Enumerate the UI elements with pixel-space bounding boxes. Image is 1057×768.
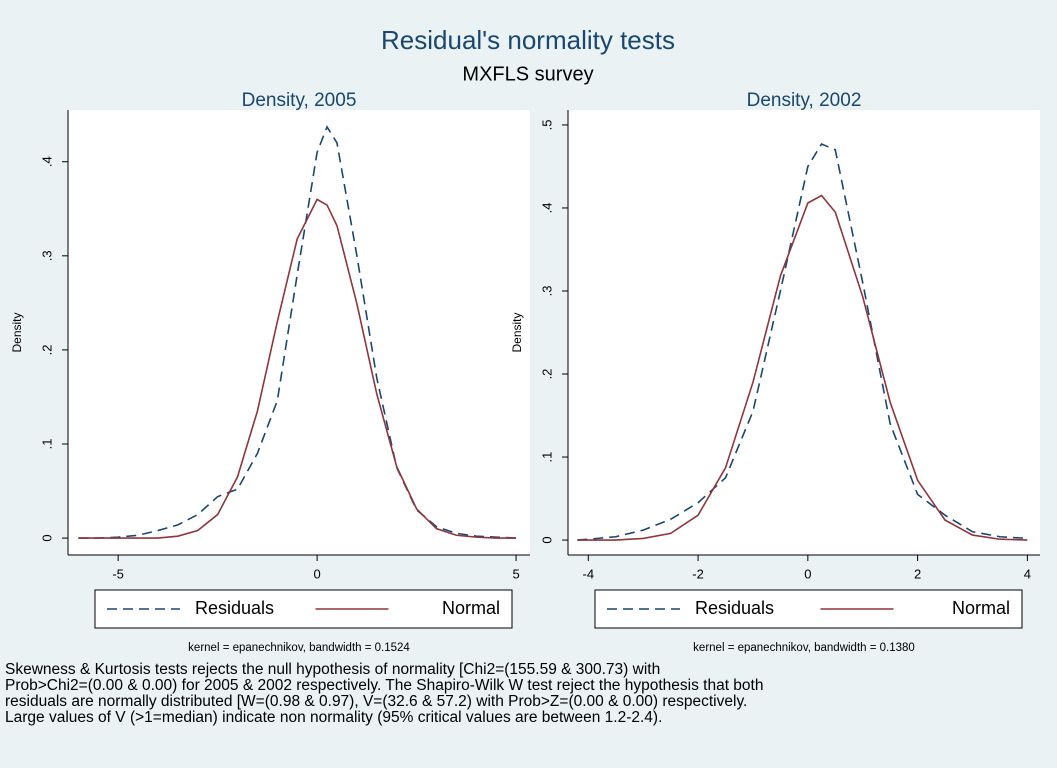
y-tick-label: .2 — [39, 344, 54, 355]
y-tick-label: .5 — [539, 120, 554, 131]
panel-title: Density, 2005 — [242, 90, 357, 111]
chart-subtitle: MXFLS survey — [462, 63, 593, 85]
caption-line: Skewness & Kurtosis tests rejects the nu… — [5, 661, 660, 678]
x-tick-label: -2 — [692, 566, 704, 581]
y-tick-label: .3 — [39, 250, 54, 261]
y-tick-label: 0 — [539, 536, 554, 543]
x-tick-label: 4 — [1024, 566, 1031, 581]
x-tick-label: 0 — [804, 566, 811, 581]
y-tick-label: .4 — [39, 156, 54, 167]
y-tick-label: .1 — [39, 439, 54, 450]
legend-label: Residuals — [195, 598, 274, 618]
y-axis-label: Density — [10, 312, 24, 352]
caption-line: Prob>Chi2=(0.00 & 0.00) for 2005 & 2002 … — [5, 677, 763, 694]
caption-line: residuals are normally distributed [W=(0… — [5, 693, 747, 710]
density-line — [577, 194, 1028, 541]
y-tick-label: .3 — [539, 286, 554, 297]
y-tick-label: 0 — [39, 534, 54, 541]
density-line — [577, 143, 1028, 541]
y-tick-label: .1 — [539, 452, 554, 463]
legend-label: Normal — [952, 598, 1010, 618]
legend-label: Residuals — [695, 598, 774, 618]
legend-label: Normal — [442, 598, 500, 618]
x-tick-label: 0 — [313, 566, 320, 581]
density-line — [78, 198, 517, 539]
panel-title: Density, 2002 — [747, 90, 862, 111]
panel-note: kernel = epanechnikov, bandwidth = 0.152… — [188, 642, 410, 654]
chart-title: Residual's normality tests — [381, 25, 675, 55]
panel-note: kernel = epanechnikov, bandwidth = 0.138… — [693, 642, 915, 654]
x-tick-label: -4 — [583, 566, 595, 581]
y-tick-label: .2 — [539, 369, 554, 380]
plot-area — [68, 110, 530, 555]
x-tick-label: 2 — [914, 566, 921, 581]
y-tick-label: .4 — [539, 203, 554, 214]
x-tick-label: 5 — [512, 566, 519, 581]
x-tick-label: -5 — [112, 566, 124, 581]
y-axis-label: Density — [510, 312, 524, 352]
legend-box — [594, 589, 1023, 629]
plot-area — [568, 110, 1040, 555]
caption-line: Large values of V (>1=median) indicate n… — [5, 709, 662, 726]
